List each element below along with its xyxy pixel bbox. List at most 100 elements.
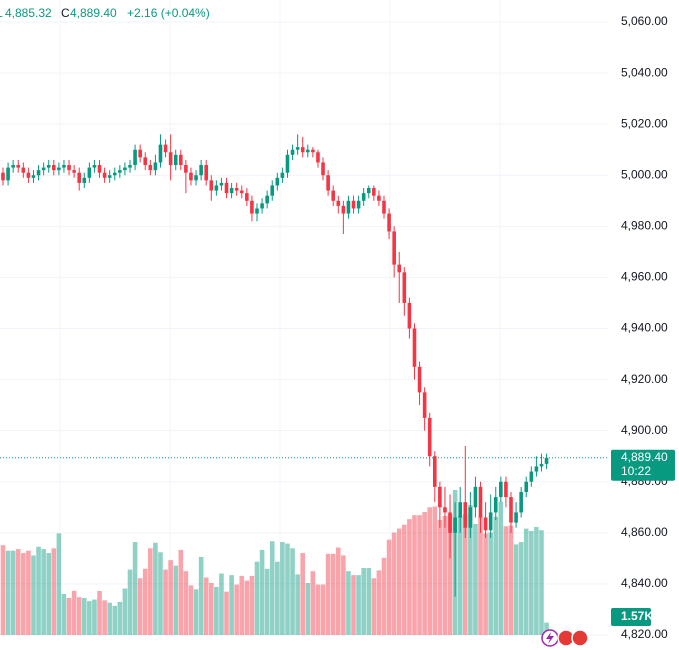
- candle-body: [336, 200, 341, 206]
- volume-bar: [371, 578, 377, 635]
- volume-bar: [290, 548, 295, 635]
- volume-bar: [376, 570, 382, 635]
- volume-bar: [244, 580, 250, 635]
- volume-bar: [442, 516, 448, 635]
- volume-bar: [280, 542, 285, 635]
- volume-bar: [483, 533, 488, 635]
- volume-bar: [488, 532, 493, 635]
- candle-body: [295, 147, 300, 150]
- volume-bar: [46, 553, 52, 635]
- candle-body: [290, 149, 295, 155]
- volume-bar: [356, 575, 361, 635]
- candle-body: [234, 188, 239, 191]
- candle-body: [123, 167, 127, 171]
- change-value: +2.16 (+0.04%): [127, 6, 210, 20]
- candle-body: [499, 481, 503, 498]
- y-tick-label: 5,040.00: [621, 65, 668, 79]
- low-prefix: L: [0, 6, 3, 20]
- candle-body: [158, 144, 163, 163]
- volume-bar: [361, 568, 366, 635]
- candle-body: [26, 172, 31, 178]
- volume-bar: [407, 519, 412, 635]
- volume-bar: [122, 588, 128, 635]
- volume-bar: [148, 548, 153, 635]
- bottom-icons[interactable]: [541, 629, 589, 647]
- volume-bar: [462, 514, 468, 635]
- candle-body: [219, 182, 224, 186]
- volume-bar: [381, 557, 387, 635]
- volume-bar: [173, 565, 179, 635]
- candle-body: [407, 302, 412, 329]
- volume-bar: [142, 568, 148, 635]
- candle-body: [285, 154, 290, 173]
- volume-bar: [137, 578, 143, 635]
- candle-body: [21, 167, 26, 173]
- y-tick-label: 4,960.00: [621, 270, 668, 284]
- volume-bar: [208, 582, 214, 635]
- candle-body: [194, 175, 198, 181]
- volume-bar: [224, 591, 229, 635]
- candle-body: [239, 190, 244, 194]
- price-axis: 4,820.004,840.004,860.004,880.004,900.00…: [621, 14, 668, 641]
- candle-body: [468, 507, 473, 528]
- candle-body: [346, 200, 351, 214]
- candle-body: [366, 188, 371, 194]
- volume-bar: [300, 553, 306, 635]
- volume-bar: [178, 549, 184, 635]
- volume-bar: [341, 555, 346, 635]
- candle-body: [427, 417, 432, 457]
- candle-body: [112, 172, 117, 176]
- candle-body: [397, 264, 402, 273]
- volume-bar: [518, 542, 524, 635]
- candle-body: [72, 170, 76, 173]
- volume-bar: [396, 528, 402, 635]
- candle-body: [82, 177, 87, 183]
- candle-body: [417, 366, 422, 393]
- candle-body: [46, 165, 51, 168]
- y-tick-label: 4,900.00: [621, 423, 668, 437]
- y-tick-label: 4,820.00: [621, 627, 668, 641]
- candle-body: [245, 193, 249, 201]
- candle-body: [184, 165, 188, 173]
- countdown: 10:22: [621, 464, 651, 478]
- candle-body: [488, 512, 493, 531]
- y-tick-label: 5,000.00: [621, 167, 668, 181]
- volume-bar: [335, 547, 341, 635]
- candle-body: [260, 203, 264, 209]
- low-value: 4,885.32: [5, 6, 52, 20]
- candle-body: [387, 213, 391, 232]
- volume-bar: [26, 550, 31, 635]
- candle-body: [163, 144, 168, 153]
- volume-bar: [163, 569, 168, 635]
- candle-body: [209, 180, 214, 191]
- volume-bar: [214, 586, 219, 635]
- candle-body: [483, 517, 488, 531]
- volume-bar: [10, 550, 16, 635]
- candles: [1, 134, 549, 597]
- candle-body: [306, 149, 310, 153]
- candle-body: [504, 481, 508, 498]
- volume-bar: [249, 575, 255, 635]
- volume-bar: [168, 560, 173, 635]
- lightning-glyph: [546, 632, 554, 644]
- candle-body: [341, 205, 346, 214]
- flag-icon[interactable]: [571, 629, 589, 647]
- volume-bar: [76, 597, 82, 635]
- close-value: 4,889.40: [70, 6, 117, 20]
- volume-bar: [15, 549, 21, 635]
- candle-body: [168, 152, 173, 166]
- volume-bar: [447, 514, 453, 635]
- candle-body: [539, 463, 544, 467]
- volume-bar: [366, 568, 372, 635]
- candle-body: [173, 154, 178, 166]
- candle-body: [433, 456, 437, 487]
- volume-bar: [285, 543, 290, 635]
- header: L 4,885.32 C 4,889.40 +2.16 (+0.04%): [0, 6, 210, 20]
- grid: [0, 21, 608, 636]
- volume-bar: [259, 549, 265, 635]
- candle-body: [493, 497, 498, 513]
- last-price-label: 4,889.40: [621, 450, 668, 464]
- volume-bar: [0, 545, 6, 635]
- volume-bar: [534, 527, 539, 635]
